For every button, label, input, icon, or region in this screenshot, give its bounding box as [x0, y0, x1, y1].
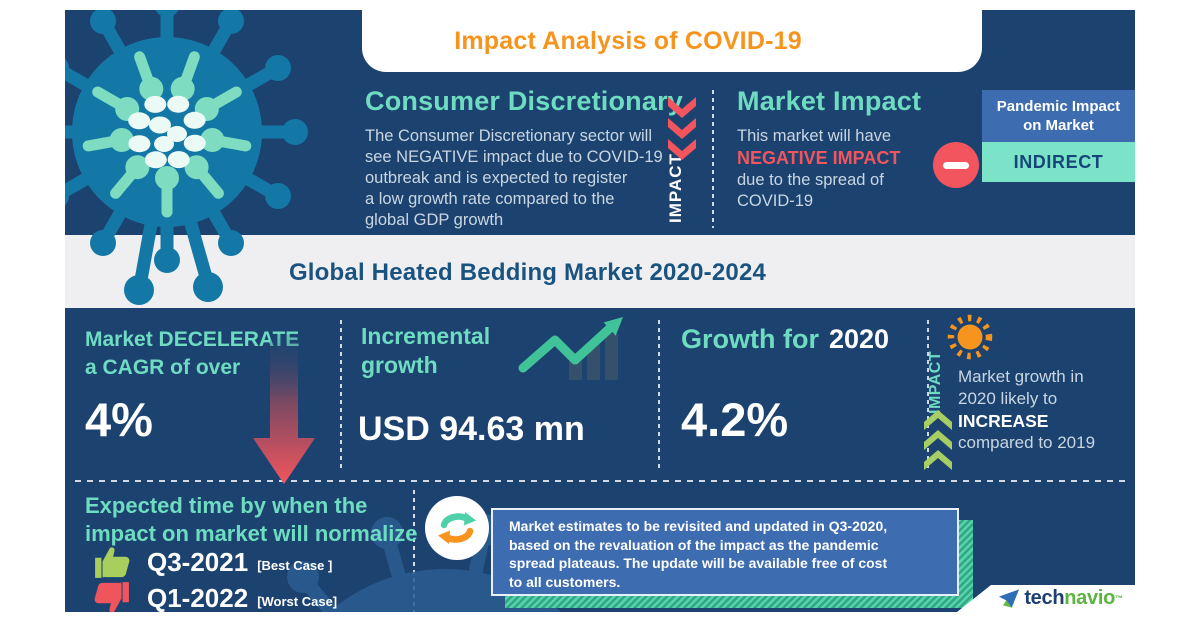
minus-circle-icon	[933, 142, 979, 188]
horizontal-dashed-divider	[75, 480, 1125, 482]
best-case-value: Q3-2021	[147, 546, 249, 577]
technavio-logo: tech navio ™	[998, 587, 1123, 610]
pandemic-label-line: Pandemic Impact	[996, 98, 1121, 115]
best-case-row: Q3-2021 [Best Case ]	[93, 544, 332, 580]
normalize-heading: Expected time by when the impact on mark…	[85, 492, 418, 548]
header-banner: Impact Analysis of COVID-19	[362, 10, 982, 72]
best-case-label: [Best Case ]	[257, 557, 333, 573]
cagr-label-line: Market DECELERATE	[85, 328, 300, 351]
revision-note-box: Market estimates to be revisited and upd…	[491, 508, 959, 596]
market-title-band: Global Heated Bedding Market 2020-2024	[65, 235, 1135, 308]
sector-impact-block: Consumer Discretionary The Consumer Disc…	[365, 86, 683, 231]
market-impact-line: due to the spread of	[737, 171, 884, 189]
brand-corner: tech navio ™	[957, 585, 1135, 612]
decline-arrow-icon	[253, 334, 315, 484]
vertical-dashed-divider	[927, 320, 929, 472]
refresh-icon-badge	[425, 496, 489, 560]
incremental-label-line: growth	[361, 352, 438, 378]
sector-body-line: see NEGATIVE impact due to COVID-19	[365, 148, 663, 166]
negative-impact-highlight: NEGATIVE IMPACT	[737, 148, 901, 168]
impact-note-line: compared to 2019	[958, 433, 1096, 452]
technavio-plane-icon	[999, 589, 1020, 608]
refresh-arrows-icon	[438, 512, 476, 544]
market-impact-block: Market Impact This market will have NEGA…	[737, 86, 927, 212]
cagr-label-line: a CAGR of over	[85, 356, 241, 379]
brand-name-part1: tech	[1024, 587, 1065, 609]
vertical-dashed-divider	[340, 320, 342, 472]
growth-2020-value: 4.2%	[681, 393, 789, 446]
incremental-growth-label: Incremental growth	[361, 322, 490, 380]
market-impact-body: This market will have NEGATIVE IMPACT du…	[737, 126, 927, 212]
note-line: to all customers.	[509, 573, 621, 590]
market-title: Global Heated Bedding Market 2020-2024	[288, 259, 767, 286]
impact-note-line: 2020 likely to	[958, 389, 1058, 408]
brand-trademark: ™	[1115, 594, 1123, 603]
pandemic-impact-value: INDIRECT	[982, 142, 1135, 182]
sector-body: The Consumer Discretionary sector will s…	[365, 126, 683, 231]
growth-2020-label: Growth for 2020	[681, 324, 889, 355]
chevron-down-icon	[668, 97, 696, 160]
impact-note-text: Market growth in 2020 likely to INCREASE…	[958, 366, 1135, 454]
thumbs-up-icon	[95, 547, 130, 578]
cagr-value: 4%	[85, 393, 153, 446]
incremental-growth-value: USD 94.63 mn	[358, 410, 585, 448]
sector-body-line: global GDP growth	[365, 211, 504, 229]
note-line: spread plateaus. The update will be avai…	[509, 555, 888, 571]
growth-trend-arrow-icon	[518, 317, 623, 380]
normalize-heading-line: impact on market will normalize	[85, 521, 418, 546]
incremental-label-line: Incremental	[361, 323, 491, 349]
vertical-dashed-divider	[658, 320, 660, 472]
page-title: Impact Analysis of COVID-19	[454, 26, 802, 55]
market-impact-line: COVID-19	[737, 192, 814, 210]
vertical-dashed-divider	[712, 90, 714, 228]
note-line: based on the revaluation of the impact a…	[509, 536, 879, 553]
chevron-up-icon	[924, 410, 952, 470]
pandemic-impact-box: Pandemic Impact on Market INDIRECT	[982, 90, 1135, 182]
market-impact-title: Market Impact	[737, 86, 922, 116]
cagr-label: Market DECELERATE a CAGR of over	[85, 326, 299, 382]
normalize-heading-line: Expected time by when the	[85, 493, 368, 518]
market-impact-line: This market will have	[737, 127, 892, 145]
virus-sun-icon	[947, 314, 993, 360]
note-line: Market estimates to be revisited and upd…	[509, 518, 888, 534]
brand-name-part2: navio	[1064, 587, 1115, 609]
coronavirus-illustration	[65, 10, 308, 305]
growth-label-text: Growth for	[681, 324, 819, 354]
infographic-canvas: Impact Analysis of COVID-19 Consumer Dis…	[65, 10, 1135, 612]
sector-body-line: The Consumer Discretionary sector will	[365, 127, 653, 145]
worst-case-label: [Worst Case]	[257, 593, 338, 609]
worst-case-value: Q1-2022	[147, 582, 249, 613]
thumbs-down-icon	[94, 582, 129, 612]
sector-body-line: outbreak and is expected to register	[365, 169, 628, 187]
growth-label-year: 2020	[828, 324, 890, 354]
pandemic-impact-label: Pandemic Impact on Market	[982, 90, 1135, 142]
vertical-dashed-divider	[413, 490, 415, 612]
pandemic-label-line: on Market	[1023, 117, 1094, 134]
minus-bar	[943, 161, 969, 169]
increase-highlight: INCREASE	[958, 411, 1049, 431]
worst-case-row: Q1-2022 [Worst Case]	[93, 580, 337, 612]
sector-title: Consumer Discretionary	[365, 86, 683, 116]
impact-note-line: Market growth in	[958, 367, 1084, 386]
sector-body-line: a low growth rate compared to the	[365, 190, 615, 208]
